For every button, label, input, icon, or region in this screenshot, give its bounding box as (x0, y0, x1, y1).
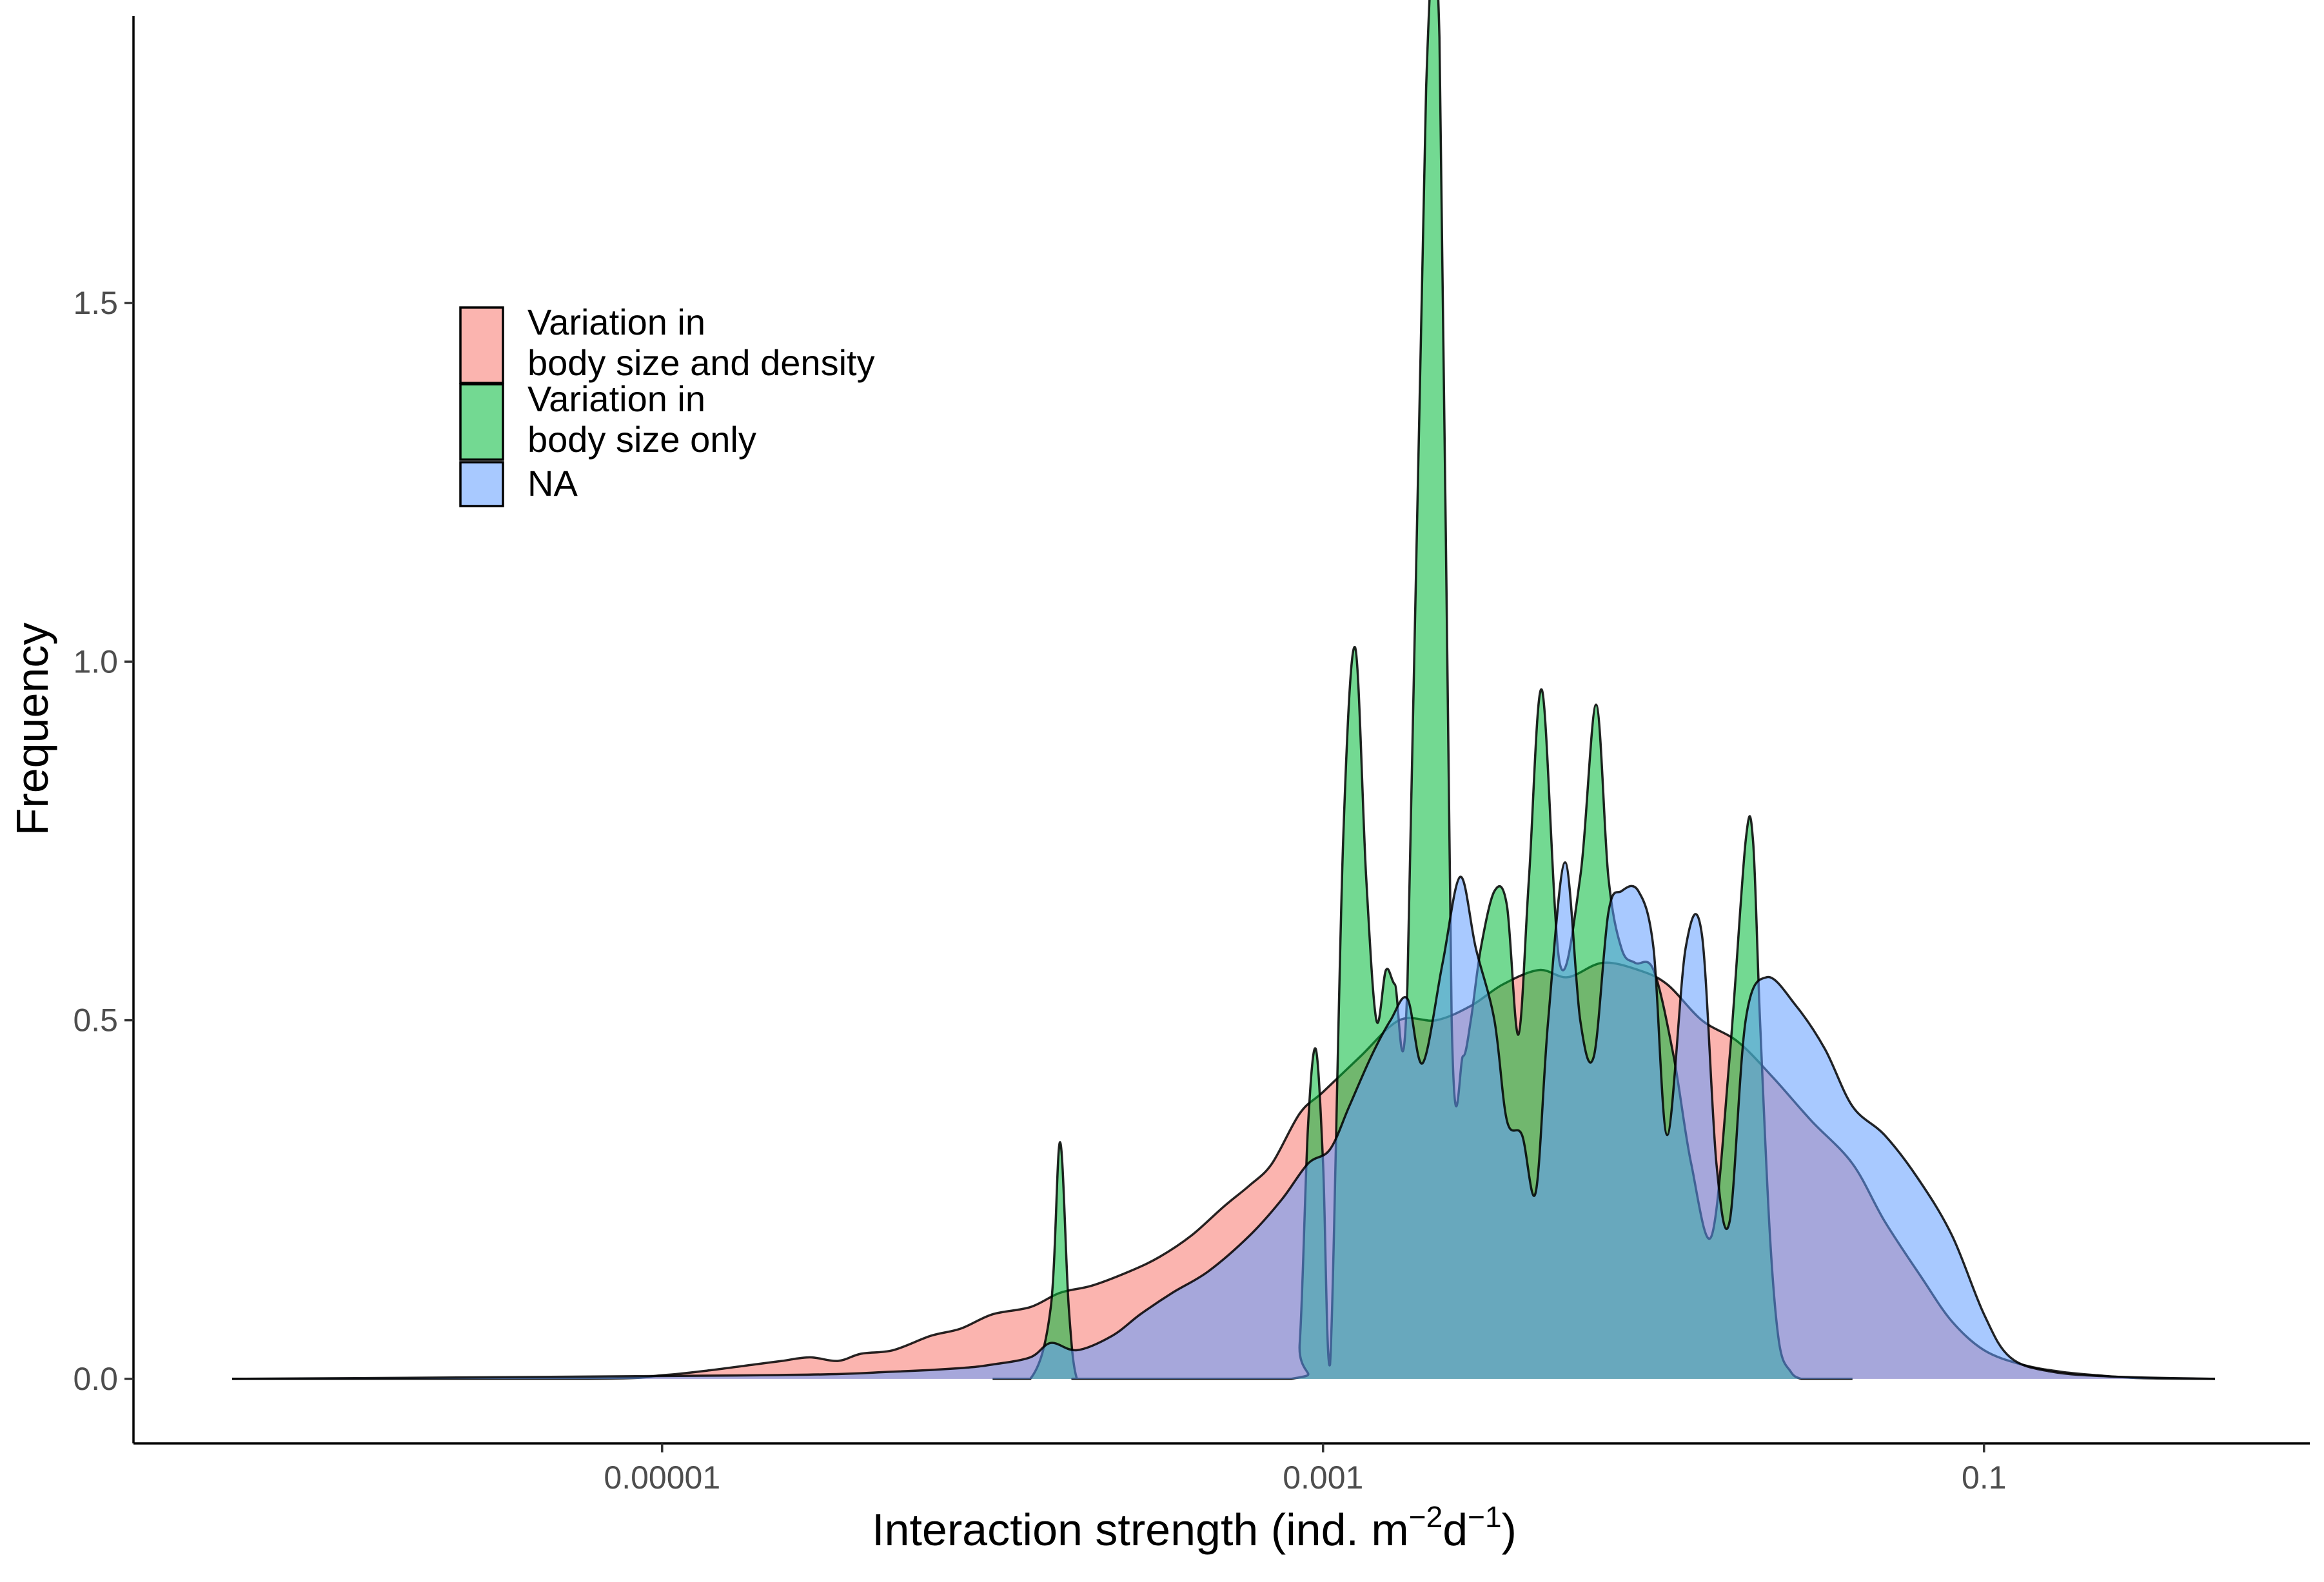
y-tick-label: 0.5 (73, 1002, 118, 1039)
axes: 0.0 0.5 1.0 1.5 0.00001 0.001 0.1 (73, 16, 2310, 1496)
y-axis-ticks: 0.0 0.5 1.0 1.5 (73, 285, 133, 1397)
density-area-series-3 (232, 862, 2215, 1379)
y-tick-label: 0.0 (73, 1361, 118, 1397)
density-areas (231, 0, 2216, 1380)
y-tick-label: 1.5 (73, 285, 118, 321)
x-axis-ticks: 0.00001 0.001 0.1 (604, 1443, 2007, 1496)
x-tick-label: 0.001 (1283, 1460, 1363, 1496)
x-axis-title: Interaction strength (ind. m−2d−1) (872, 1500, 1517, 1555)
legend-label: body size and density (527, 342, 875, 383)
legend-key (459, 383, 504, 461)
density-outline-series-3 (231, 861, 2216, 1380)
legend-label: body size only (527, 419, 756, 460)
x-tick-label: 0.1 (1962, 1460, 2007, 1496)
legend-label: Variation in (527, 378, 705, 419)
legend-label: Variation in (527, 302, 705, 342)
x-tick-label: 0.00001 (604, 1460, 720, 1496)
legend-label: NA (527, 463, 578, 503)
y-tick-label: 1.0 (73, 643, 118, 679)
legend-key (459, 306, 504, 384)
y-axis-title: Frequency (7, 623, 57, 836)
legend-key (459, 461, 504, 507)
